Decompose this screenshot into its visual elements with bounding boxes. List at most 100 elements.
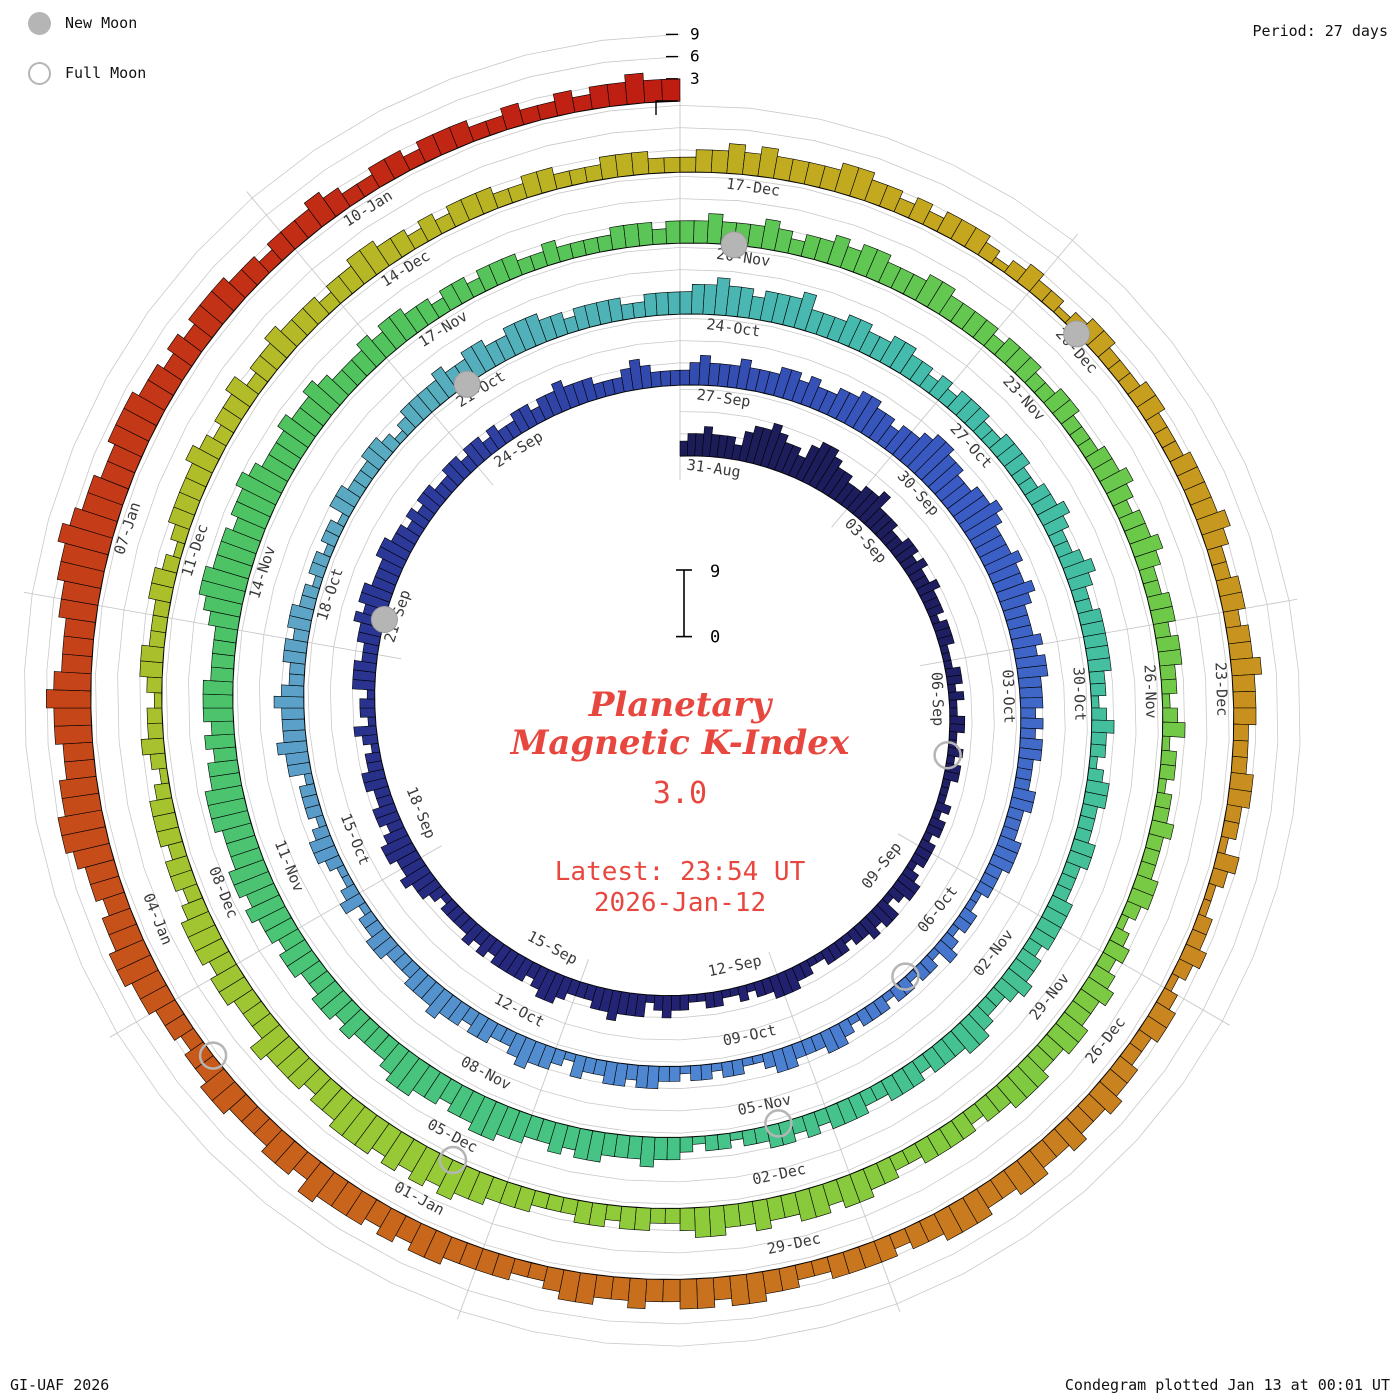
k-bar xyxy=(1160,749,1177,767)
date-label: 03-Oct xyxy=(999,669,1019,724)
k-bar xyxy=(801,1111,822,1138)
k-bar xyxy=(679,1065,691,1075)
k-bar xyxy=(151,567,177,589)
k-bar xyxy=(679,369,691,386)
k-bar xyxy=(240,256,270,286)
k-bar xyxy=(311,980,344,1010)
k-bar xyxy=(1153,621,1172,639)
k-bar xyxy=(405,507,430,530)
k-bar xyxy=(466,1012,489,1038)
k-bar xyxy=(726,143,747,175)
k-bar xyxy=(1066,849,1092,871)
k-bar xyxy=(643,292,658,317)
k-bar xyxy=(602,1060,618,1086)
k-bar xyxy=(716,1132,732,1150)
k-bar xyxy=(298,783,317,798)
k-bar xyxy=(964,406,990,432)
k-bar xyxy=(937,634,955,647)
k-bar xyxy=(927,461,964,495)
k-bar xyxy=(180,911,216,938)
k-bar xyxy=(690,1064,703,1082)
k-bar xyxy=(925,823,943,839)
k-bar xyxy=(289,662,306,676)
k-bar xyxy=(921,1046,946,1073)
k-bar xyxy=(245,894,286,924)
k-bar xyxy=(1088,670,1106,685)
k-bar xyxy=(914,1135,939,1164)
k-bar xyxy=(974,1094,1000,1122)
k-bar xyxy=(1018,747,1043,762)
k-bar xyxy=(649,1207,666,1224)
k-bar xyxy=(1233,723,1249,742)
k-bar xyxy=(381,433,401,453)
k-bar xyxy=(69,507,118,539)
k-bar xyxy=(598,154,619,180)
k-bar xyxy=(506,1032,527,1058)
k-bar xyxy=(1157,777,1167,794)
k-bar xyxy=(996,1075,1028,1109)
k-bar xyxy=(448,120,475,149)
k-bar xyxy=(149,752,167,771)
k-bar xyxy=(637,221,654,247)
k-bar xyxy=(948,731,958,741)
k-bar xyxy=(589,986,606,1011)
k-bar xyxy=(650,371,662,388)
k-bar xyxy=(1067,572,1093,592)
k-bar xyxy=(1090,731,1107,746)
k-bar xyxy=(1082,791,1108,810)
k-bar xyxy=(768,974,785,999)
k-bar xyxy=(996,579,1036,603)
k-bar xyxy=(1052,399,1080,425)
k-bar xyxy=(353,725,378,737)
k-bar xyxy=(308,834,335,854)
k-bar xyxy=(661,995,672,1019)
k-bar xyxy=(261,1129,296,1164)
k-bar xyxy=(1091,707,1108,721)
k-bar xyxy=(926,604,945,618)
k-bar xyxy=(210,720,235,736)
full-moon-marker xyxy=(764,1109,793,1138)
k-bar xyxy=(696,1277,716,1309)
k-bar xyxy=(317,374,349,406)
k-bar xyxy=(1221,820,1240,841)
k-bar xyxy=(635,1065,650,1089)
k-bar xyxy=(277,414,316,448)
k-bar xyxy=(404,967,429,992)
k-bar xyxy=(710,149,730,174)
full-moon-marker xyxy=(438,1145,468,1175)
k-bar xyxy=(1179,943,1207,970)
bars-layer xyxy=(45,72,1263,1310)
k-bar xyxy=(691,283,706,315)
k-bar xyxy=(679,1136,694,1153)
k-bar xyxy=(148,630,166,649)
k-bar xyxy=(500,102,525,130)
k-bar xyxy=(146,676,163,694)
k-bar xyxy=(639,364,653,389)
k-bar xyxy=(1090,695,1100,709)
k-bar xyxy=(609,225,627,250)
k-bar xyxy=(1233,707,1257,726)
k-bar xyxy=(774,228,794,254)
k-bar xyxy=(302,296,330,325)
k-bar xyxy=(1016,263,1045,292)
k-bar xyxy=(628,358,644,391)
k-bar xyxy=(663,156,681,173)
k-bar xyxy=(519,105,541,125)
k-bar xyxy=(524,313,547,347)
spiral-end-bracket xyxy=(655,100,678,115)
k-bar xyxy=(679,1207,696,1232)
k-bar xyxy=(848,319,873,352)
k-bar xyxy=(688,994,698,1003)
k-bar xyxy=(1138,1015,1168,1043)
k-bar xyxy=(490,943,512,968)
k-bar xyxy=(368,437,394,462)
k-bar xyxy=(999,592,1032,612)
k-bar xyxy=(1121,900,1142,921)
k-bar xyxy=(614,152,634,178)
k-bar xyxy=(721,1060,735,1078)
k-bar xyxy=(751,1198,773,1232)
k-bar xyxy=(721,988,732,999)
k-bar xyxy=(849,167,876,201)
k-bar xyxy=(620,302,635,321)
